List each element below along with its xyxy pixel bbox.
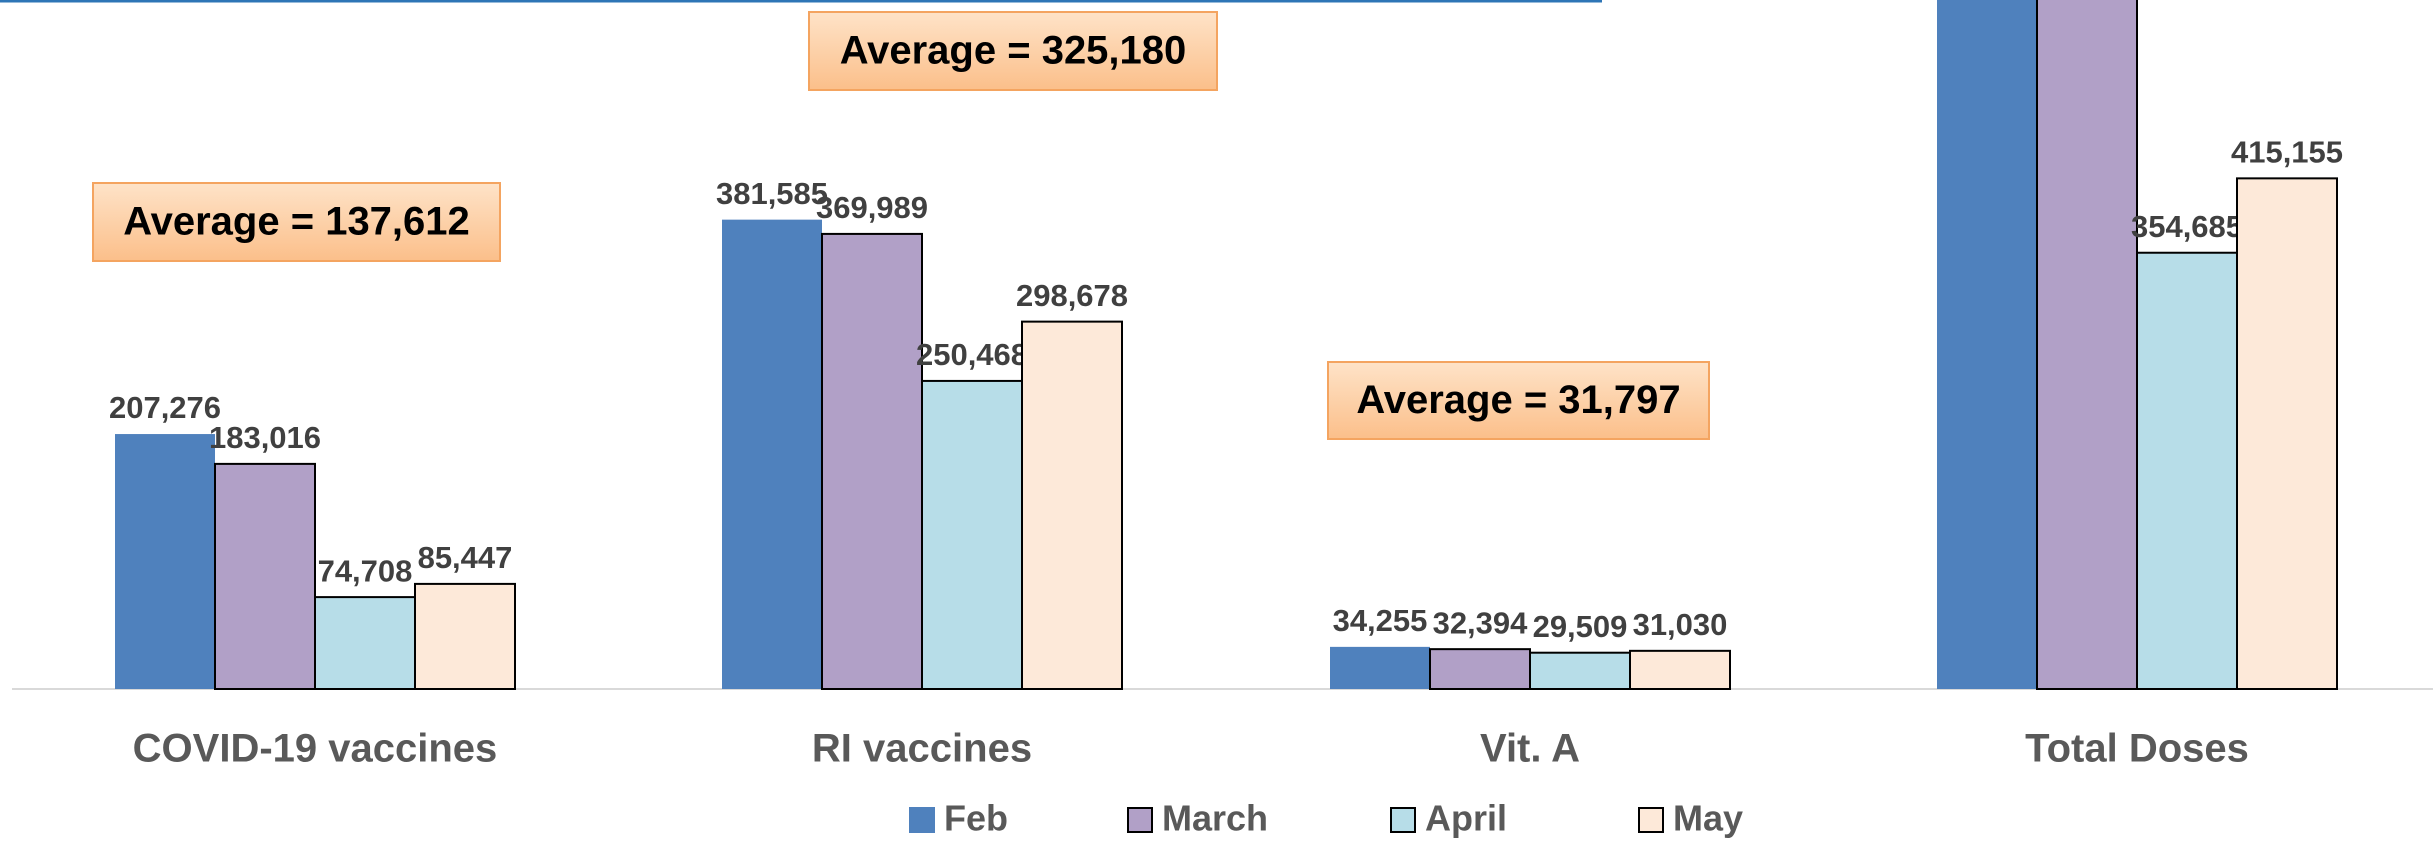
legend-swatch [1638,807,1664,833]
data-label: 207,276 [109,390,221,425]
data-label: 369,989 [816,190,928,225]
data-label: 74,708 [318,553,413,588]
bar [1629,649,1731,691]
bar [414,582,516,691]
bar [2236,177,2338,690]
average-box [808,11,1218,91]
legend-label: Feb [944,798,1008,839]
legend-label: May [1673,798,1743,839]
data-label: 354,685 [2131,209,2243,244]
bar [921,379,1023,690]
legend-swatch [1390,807,1416,833]
legend-swatch [1127,807,1153,833]
legend-label: March [1162,798,1268,839]
bar [1021,320,1123,690]
average-box [92,182,501,262]
data-label: 32,394 [1433,605,1529,640]
bar [115,434,215,689]
bar [1330,646,1430,689]
average-box [1327,361,1710,440]
x-tick-label: Vit. A [1480,727,1580,771]
average-label: Average = 31,797 [1356,378,1680,422]
bar [722,219,822,689]
data-label: 250,468 [916,337,1028,372]
x-tick-label: COVID-19 vaccines [133,727,498,771]
data-label: 381,585 [716,176,828,211]
average-label: Average = 325,180 [840,29,1187,73]
data-label: 183,016 [209,420,321,455]
bar [1529,651,1631,690]
bar [1937,0,2037,689]
data-label: 34,255 [1333,603,1428,638]
data-label: 31,030 [1633,607,1728,642]
legend-swatch [909,807,935,833]
legend-label: April [1425,798,1507,839]
bar [1429,648,1531,691]
x-tick-label: Total Doses [2025,727,2249,771]
bar [314,596,416,690]
bar [2036,0,2138,690]
bar [821,232,923,690]
data-label: 298,678 [1016,278,1128,313]
bar [214,462,316,690]
data-label: 29,509 [1533,609,1628,644]
x-tick-label: RI vaccines [812,727,1032,771]
bar [2136,251,2238,690]
data-label: 415,155 [2231,135,2343,170]
average-label: Average = 137,612 [123,200,470,244]
data-label: 85,447 [418,540,513,575]
